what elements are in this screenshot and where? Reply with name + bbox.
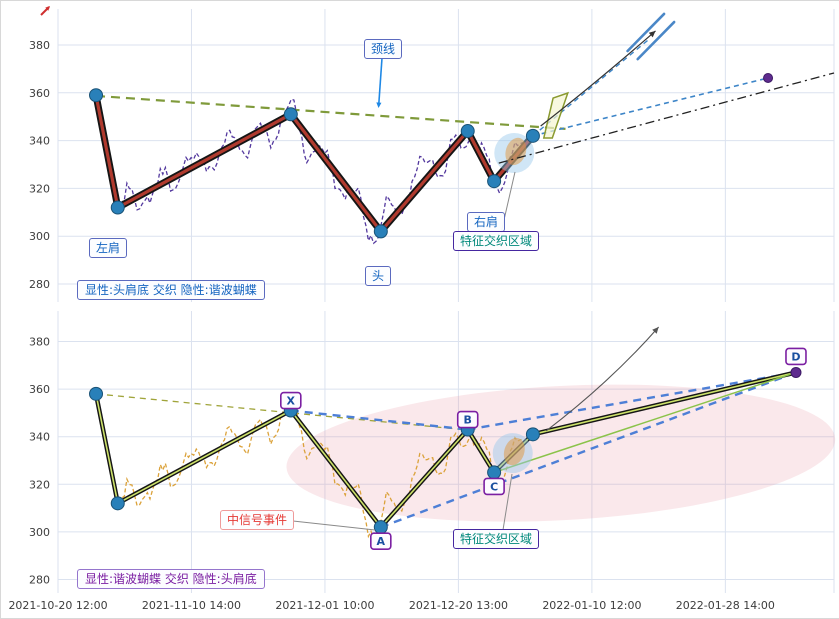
pivot-dot <box>525 128 540 143</box>
point-label-box-D <box>785 347 807 366</box>
point-label-D: D <box>791 350 800 363</box>
pivot-dot <box>89 88 104 103</box>
pivot-dot <box>790 366 802 378</box>
pivot-dot <box>283 107 298 122</box>
signal-region-ellipse <box>286 384 836 522</box>
pivot-dot <box>373 224 388 239</box>
point-label-box-A <box>370 532 392 550</box>
point-label-A: A <box>377 535 386 548</box>
arrowhead-icon <box>648 30 656 38</box>
point-label-C: C <box>490 480 498 493</box>
green-trend-line <box>493 371 797 474</box>
point-label-box-C <box>483 477 505 496</box>
point-label-box-B <box>456 410 479 429</box>
y-tick-label: 280 <box>29 278 50 291</box>
feature-zone-label-bottom: 特征交织区域 <box>453 529 540 549</box>
x-tick-label: 2021-12-01 10:00 <box>275 599 374 612</box>
pivot-dot <box>487 174 502 189</box>
y-tick-label: 340 <box>29 135 50 148</box>
leader-line <box>502 473 513 531</box>
leader-line <box>292 520 376 531</box>
x-tick-label: 2021-12-20 13:00 <box>409 599 508 612</box>
y-tick-label: 360 <box>29 383 50 396</box>
pivot-dot <box>487 465 502 480</box>
neckline <box>95 94 566 130</box>
pattern-line-core <box>94 93 535 233</box>
projection-dashed-line <box>532 77 769 137</box>
highlight-gap-zone <box>505 137 527 166</box>
pattern-line-core <box>95 371 797 528</box>
head-label: 头 <box>365 266 392 286</box>
signal-event-label: 中信号事件 <box>220 510 295 530</box>
y-tick-label: 300 <box>29 230 50 243</box>
y-tick-label: 280 <box>29 574 50 587</box>
x-tick-label: 2021-10-20 12:00 <box>8 599 107 612</box>
arrowhead-icon <box>652 326 659 334</box>
y-tick-label: 360 <box>29 87 50 100</box>
price-series <box>95 95 534 245</box>
neckline-label: 颈线 <box>364 39 403 59</box>
x-tick-label: 2021-11-10 14:00 <box>142 599 241 612</box>
y-tick-label: 320 <box>29 182 50 195</box>
y-tick-label: 300 <box>29 526 50 539</box>
pivot-dot <box>525 427 540 442</box>
pattern-line-outline <box>92 91 537 235</box>
trend-dashdot-line <box>498 72 835 164</box>
pivot-dot <box>460 124 475 139</box>
neckline-pointer-arrow <box>378 57 383 105</box>
right-shoulder-label: 右肩 <box>467 212 506 232</box>
point-label-box-X <box>279 391 302 410</box>
left-shoulder-label: 左肩 <box>89 238 128 258</box>
y-tick-label: 380 <box>29 39 50 52</box>
caption-top: 显性:头肩底 交织 隐性:谐波蝴蝶 <box>77 280 265 300</box>
channel-rail <box>636 20 676 61</box>
pivot-dot <box>110 496 125 511</box>
channel-rail <box>626 12 666 53</box>
point-label-B: B <box>464 414 472 427</box>
y-tick-label: 380 <box>29 336 50 349</box>
projection-arrow-curve <box>545 326 660 432</box>
x-tick-label: 2022-01-28 14:00 <box>676 599 775 612</box>
y-tick-label: 340 <box>29 431 50 444</box>
feature-zone-label-top: 特征交织区域 <box>453 231 540 251</box>
projection-arrow-curve <box>540 30 656 127</box>
caption-bottom: 显性:谐波蝴蝶 交织 隐性:头肩底 <box>77 569 265 589</box>
pennant-shape <box>542 91 570 139</box>
harmonic-line-XB <box>290 409 468 431</box>
pivot-dot <box>89 386 104 401</box>
projection-dashed-line <box>532 38 650 137</box>
pivot-dot <box>110 200 125 215</box>
point-label-X: X <box>287 395 296 408</box>
x-tick-label: 2022-01-10 12:00 <box>542 599 641 612</box>
arrowhead-icon <box>376 102 382 108</box>
harmonic-line-AD <box>380 371 797 529</box>
target-dot <box>763 72 774 83</box>
arrowhead-icon <box>45 6 50 11</box>
highlight-gap-zone <box>503 437 525 466</box>
y-tick-label: 320 <box>29 478 50 491</box>
pivot-dot <box>373 520 388 535</box>
